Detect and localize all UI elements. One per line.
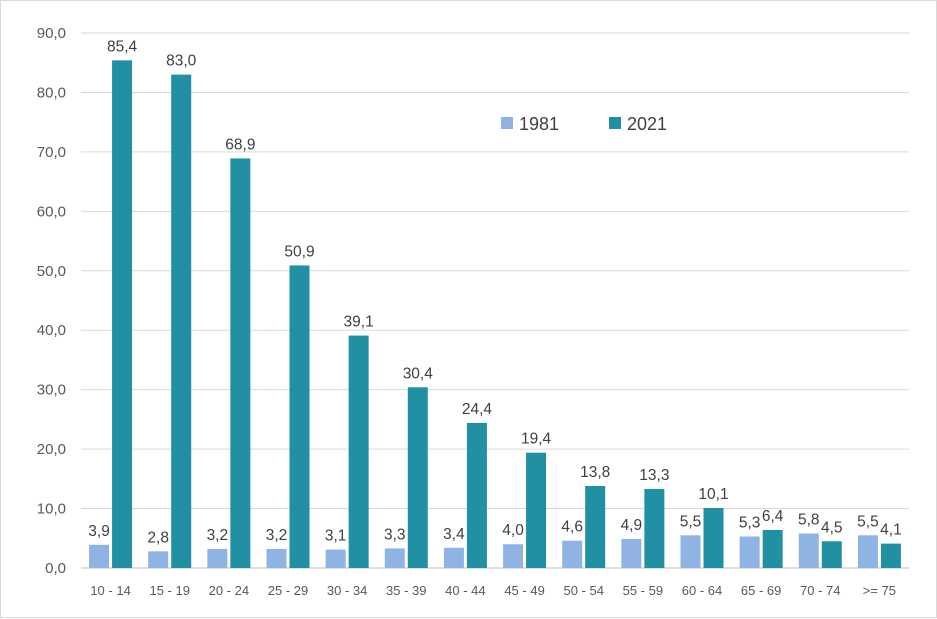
y-axis-ticks: 0,0 10,0 20,0 30,0 40,0 50,0 60,0 70,0 80,0 90,0 — [37, 25, 66, 577]
bar-1981-4 — [325, 549, 346, 568]
data-label: 4,1 — [880, 522, 902, 539]
data-label: 3,2 — [207, 527, 229, 544]
data-label: 4,0 — [502, 522, 524, 539]
data-label: 3,2 — [266, 527, 288, 544]
data-label: 4,6 — [561, 519, 583, 536]
y-tick-label: 90,0 — [37, 25, 66, 42]
data-label: 5,3 — [739, 514, 761, 531]
gridlines — [81, 32, 909, 569]
x-tick-label: 25 - 29 — [268, 583, 308, 598]
data-label: 5,5 — [857, 513, 879, 530]
data-label: 24,4 — [462, 401, 493, 418]
bar-2021-0 — [112, 60, 133, 568]
bar-2021-6 — [466, 422, 487, 568]
x-tick-label: 45 - 49 — [504, 583, 544, 598]
bar-1981-13 — [857, 535, 878, 568]
y-tick-label: 70,0 — [37, 144, 66, 161]
legend: 1981 2021 — [501, 114, 667, 134]
data-label: 30,4 — [403, 365, 434, 382]
bar-1981-10 — [680, 535, 701, 568]
data-label: 6,4 — [762, 508, 784, 525]
x-tick-label: 50 - 54 — [563, 583, 603, 598]
legend-label: 1981 — [519, 114, 559, 134]
bar-1981-3 — [266, 548, 287, 568]
data-label: 19,4 — [521, 431, 552, 448]
data-label: 50,9 — [284, 243, 314, 260]
bar-1981-2 — [207, 548, 228, 568]
data-label: 5,5 — [680, 513, 702, 530]
x-tick-label: 55 - 59 — [623, 583, 663, 598]
y-tick-label: 0,0 — [45, 560, 66, 577]
bar-2021-1 — [171, 74, 192, 568]
x-tick-label: 70 - 74 — [800, 583, 840, 598]
bar-1981-7 — [503, 544, 524, 568]
bar-2021-8 — [585, 485, 606, 568]
bar-2021-5 — [407, 387, 428, 568]
bars — [89, 60, 901, 568]
legend-label: 2021 — [627, 114, 667, 134]
x-tick-label: 35 - 39 — [386, 583, 426, 598]
x-tick-label: 60 - 64 — [682, 583, 722, 598]
bar-2021-7 — [526, 452, 547, 568]
data-label: 83,0 — [166, 53, 197, 70]
data-label: 39,1 — [344, 314, 374, 331]
y-tick-label: 50,0 — [37, 263, 66, 280]
y-tick-label: 60,0 — [37, 203, 66, 220]
legend-swatch — [501, 117, 513, 129]
data-label: 3,9 — [88, 523, 110, 540]
bar-2021-11 — [762, 529, 783, 568]
x-tick-label: 30 - 34 — [327, 583, 367, 598]
y-tick-label: 40,0 — [37, 322, 66, 339]
bar-1981-8 — [562, 540, 583, 568]
x-tick-label: >= 75 — [863, 583, 896, 598]
y-tick-label: 20,0 — [37, 441, 66, 458]
bar-1981-9 — [621, 538, 642, 568]
data-label: 3,4 — [443, 526, 465, 543]
bar-2021-10 — [703, 507, 724, 568]
bar-2021-9 — [644, 488, 665, 568]
data-label: 68,9 — [225, 136, 255, 153]
data-label: 2,8 — [147, 529, 169, 546]
bar-2021-3 — [289, 265, 310, 568]
y-tick-label: 80,0 — [37, 84, 66, 101]
bar-2021-12 — [821, 541, 842, 568]
data-label: 3,3 — [384, 526, 406, 543]
bar-1981-0 — [89, 544, 110, 568]
x-axis-ticks: 10 - 14 15 - 19 20 - 24 25 - 29 30 - 34 35 - … — [90, 583, 896, 598]
legend-swatch — [609, 117, 621, 129]
data-label: 5,8 — [798, 512, 820, 529]
data-label: 4,9 — [621, 517, 643, 534]
x-tick-label: 10 - 14 — [90, 583, 130, 598]
bar-1981-1 — [148, 551, 169, 568]
bar-1981-12 — [798, 533, 819, 568]
bar-1981-5 — [384, 548, 405, 568]
y-tick-label: 30,0 — [37, 382, 66, 399]
x-tick-label: 20 - 24 — [209, 583, 249, 598]
bar-2021-2 — [230, 158, 251, 568]
data-label: 10,1 — [698, 486, 728, 503]
data-label: 85,4 — [107, 38, 138, 55]
bar-1981-11 — [739, 536, 760, 568]
data-label: 13,3 — [639, 467, 669, 484]
bar-2021-13 — [880, 543, 901, 568]
data-label: 3,1 — [325, 528, 347, 545]
x-tick-label: 65 - 69 — [741, 583, 781, 598]
bar-1981-6 — [443, 547, 464, 568]
data-label: 4,5 — [821, 519, 843, 536]
x-tick-label: 15 - 19 — [149, 583, 189, 598]
x-tick-label: 40 - 44 — [445, 583, 485, 598]
data-label: 13,8 — [580, 464, 610, 481]
data-labels: 3,9 85,4 2,8 83,0 3,2 68,9 3,2 50,9 3,1 39,1 3,3 30… — [88, 38, 901, 546]
bar-2021-4 — [348, 335, 369, 568]
y-tick-label: 10,0 — [37, 501, 66, 518]
